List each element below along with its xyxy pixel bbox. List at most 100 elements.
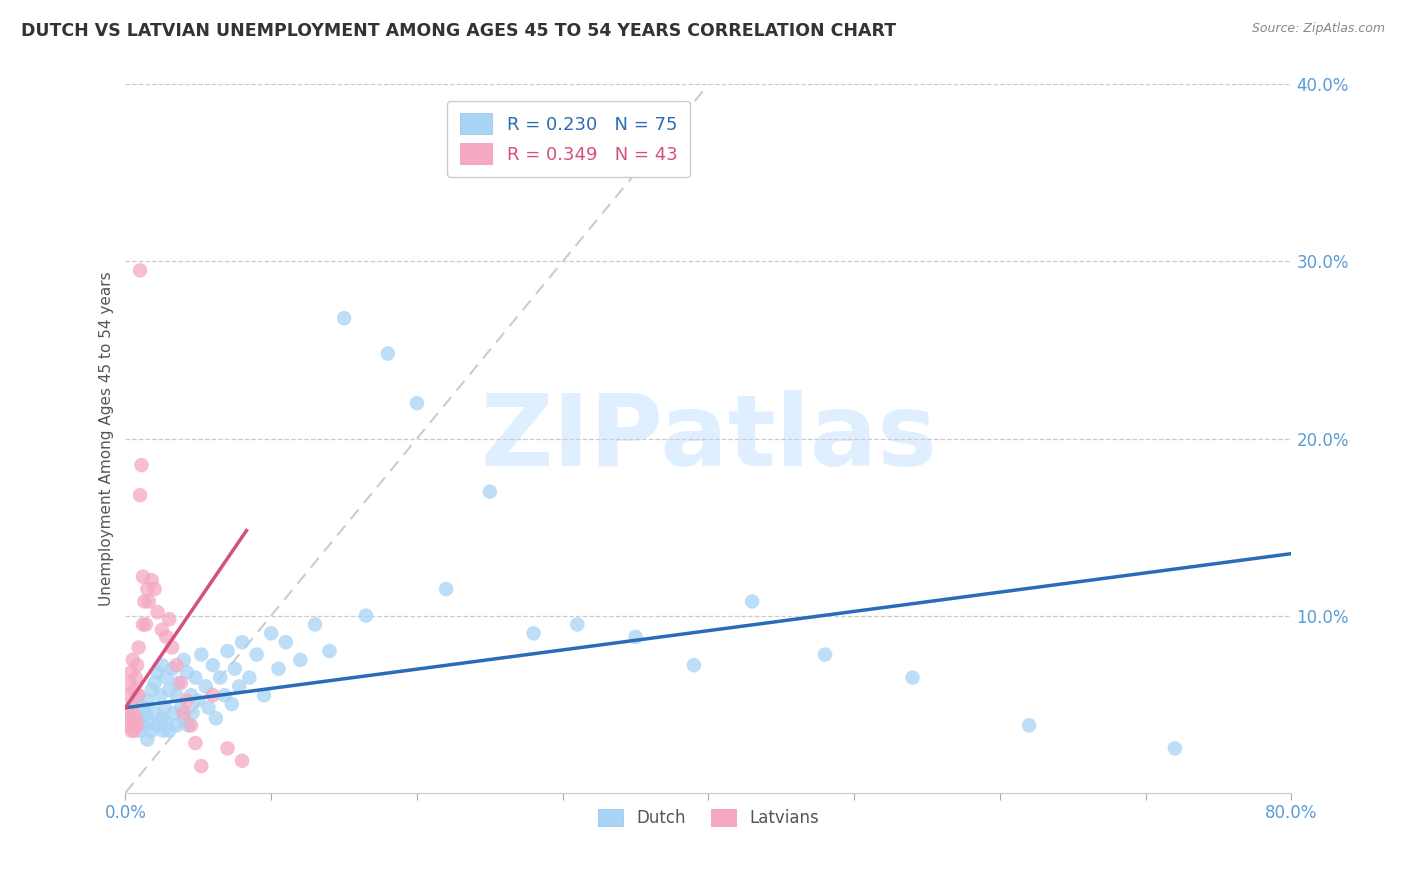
Point [1018, 718, 1040, 732]
Point [173, 706, 195, 720]
Point [155, 714, 177, 729]
Point [134, 718, 156, 732]
Point [567, 617, 589, 632]
Point [143, 676, 166, 690]
Point [118, 676, 141, 690]
Point [157, 612, 180, 626]
Point [180, 718, 202, 732]
Point [173, 711, 195, 725]
Point [121, 697, 143, 711]
Point [129, 263, 152, 277]
Point [146, 718, 169, 732]
Point [304, 617, 326, 632]
Point [153, 700, 176, 714]
Point [120, 665, 142, 680]
Point [683, 658, 706, 673]
Point [127, 688, 149, 702]
Point [814, 648, 837, 662]
Point [406, 396, 429, 410]
Point [231, 635, 253, 649]
Point [138, 714, 160, 729]
Point [434, 582, 457, 596]
Point [117, 688, 139, 702]
Point [118, 711, 141, 725]
Point [190, 759, 212, 773]
Point [135, 706, 157, 720]
Point [135, 617, 157, 632]
Point [136, 732, 159, 747]
Point [253, 688, 276, 702]
Point [143, 706, 166, 720]
Point [146, 605, 169, 619]
Point [160, 640, 183, 655]
Point [167, 676, 190, 690]
Point [170, 700, 193, 714]
Point [224, 662, 246, 676]
Text: ZIPatlas: ZIPatlas [479, 390, 936, 487]
Point [124, 671, 146, 685]
Point [166, 658, 188, 673]
Point [187, 693, 209, 707]
Point [170, 676, 193, 690]
Point [522, 626, 544, 640]
Point [115, 706, 138, 720]
Point [129, 711, 152, 725]
Point [209, 671, 232, 685]
Point [231, 754, 253, 768]
Point [176, 665, 198, 680]
Point [150, 623, 173, 637]
Point [121, 653, 143, 667]
Point [120, 723, 142, 738]
Point [157, 683, 180, 698]
Point [228, 680, 250, 694]
Point [267, 662, 290, 676]
Point [901, 671, 924, 685]
Point [131, 458, 153, 472]
Point [181, 706, 204, 720]
Point [205, 711, 228, 725]
Point [132, 700, 155, 714]
Point [124, 711, 146, 725]
Point [318, 644, 340, 658]
Point [194, 680, 217, 694]
Point [134, 594, 156, 608]
Point [274, 635, 297, 649]
Point [217, 741, 239, 756]
Point [354, 608, 377, 623]
Point [128, 640, 150, 655]
Legend: Dutch, Latvians: Dutch, Latvians [592, 803, 825, 834]
Point [180, 688, 202, 702]
Point [132, 569, 155, 583]
Point [141, 683, 163, 698]
Point [624, 630, 647, 644]
Point [217, 644, 239, 658]
Point [157, 723, 180, 738]
Y-axis label: Unemployment Among Ages 45 to 54 years: Unemployment Among Ages 45 to 54 years [100, 271, 114, 606]
Point [166, 718, 188, 732]
Point [152, 723, 174, 738]
Point [136, 693, 159, 707]
Point [138, 594, 160, 608]
Point [155, 671, 177, 685]
Point [162, 706, 184, 720]
Point [117, 718, 139, 732]
Point [333, 311, 356, 326]
Point [201, 688, 224, 702]
Point [121, 700, 143, 714]
Point [122, 723, 145, 738]
Point [221, 697, 243, 711]
Point [128, 688, 150, 702]
Point [143, 582, 166, 596]
Point [127, 658, 149, 673]
Point [136, 582, 159, 596]
Point [129, 488, 152, 502]
Point [201, 658, 224, 673]
Point [141, 723, 163, 738]
Point [160, 662, 183, 676]
Point [127, 718, 149, 732]
Point [173, 653, 195, 667]
Point [141, 573, 163, 587]
Text: DUTCH VS LATVIAN UNEMPLOYMENT AMONG AGES 45 TO 54 YEARS CORRELATION CHART: DUTCH VS LATVIAN UNEMPLOYMENT AMONG AGES… [21, 22, 896, 40]
Point [129, 723, 152, 738]
Point [184, 671, 207, 685]
